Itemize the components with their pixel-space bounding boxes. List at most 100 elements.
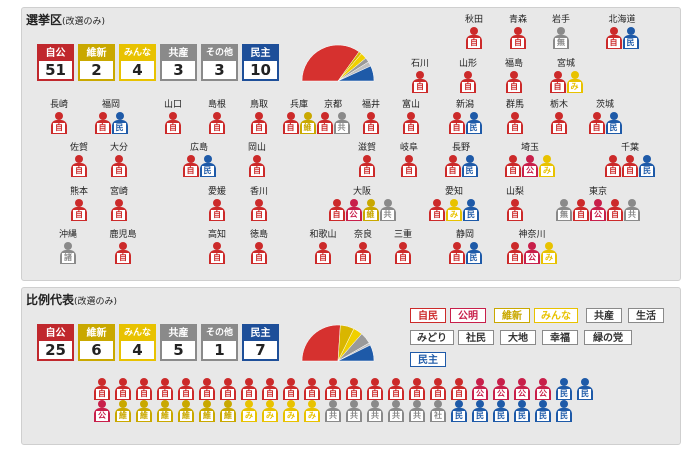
summary-value: 25 [45, 341, 66, 359]
pr-seats: 自自自自自自自自自自自自自自自自自自公公公公民民公維維維維維維みみみみ共共共共共… [22, 288, 680, 444]
seat-icon: 自 [551, 112, 567, 134]
prefecture-label: 山形 [458, 59, 477, 69]
seat-icon: 維 [178, 400, 194, 422]
prefecture-label: 佐賀 [69, 143, 88, 153]
prefecture-label: 島根 [207, 100, 226, 110]
seat-icon: 自 [209, 242, 225, 264]
prefecture-label: 福岡 [101, 100, 120, 110]
seat-icon: 自 [249, 155, 265, 177]
seat-icon: 自 [182, 155, 199, 177]
seat-icon: 維 [299, 112, 316, 134]
legend-item: 自民 [410, 308, 446, 323]
pr-seat-pie [301, 324, 375, 362]
legend-item: 大地 [500, 330, 536, 345]
seat-icon: 自 [549, 71, 566, 93]
seat-icon: 自 [209, 199, 225, 221]
prefecture-label: 鳥取 [249, 100, 268, 110]
seat-icon: 民 [493, 400, 509, 422]
prefecture-label: 岩手 [551, 15, 570, 25]
seat-icon: 維 [199, 400, 215, 422]
seat-icon: 自 [507, 242, 523, 264]
seat-icon: 公 [522, 155, 538, 177]
seat-icon: 自 [199, 378, 215, 400]
summary-value: 51 [45, 61, 66, 79]
seat-icon: 自 [94, 112, 111, 134]
seat-icon: 民 [472, 400, 488, 422]
seat-icon: 共 [346, 400, 362, 422]
prefecture-label: 長野 [451, 143, 470, 153]
seat-icon: 自 [367, 378, 383, 400]
summary-value: 7 [255, 341, 266, 359]
seat-icon: 自 [71, 155, 87, 177]
district-map: 秋田自青森自岩手無北海道自民石川自山形自福島自宮城自み長崎自福岡自民山口自島根自… [22, 8, 680, 280]
seat-icon: 自 [573, 199, 589, 221]
seat-icon: 共 [367, 400, 383, 422]
seat-icon: 自 [282, 112, 299, 134]
seat-icon: 公 [590, 199, 606, 221]
seat-icon: 民 [465, 242, 482, 264]
seat-icon: 維 [362, 199, 379, 221]
prefecture-label: 高知 [207, 230, 226, 240]
seat-icon: み [446, 199, 462, 221]
prefecture-label: 北海道 [608, 15, 636, 25]
summary-box: みんな 4 [119, 44, 156, 81]
seat-icon: 自 [283, 378, 299, 400]
seat-icon: 民 [465, 112, 482, 134]
summary-label: その他 [203, 326, 236, 341]
prefecture-label: 愛媛 [207, 187, 226, 197]
prefecture-label: 新潟 [455, 100, 474, 110]
seat-icon: 共 [409, 400, 425, 422]
prefecture-label: 兵庫 [289, 100, 308, 110]
seat-icon: 民 [535, 400, 551, 422]
prefecture-label: 鹿児島 [109, 230, 137, 240]
seat-icon: 自 [622, 155, 638, 177]
seat-icon: 自 [157, 378, 173, 400]
seat-icon: 民 [639, 155, 655, 177]
seat-icon: 自 [395, 242, 411, 264]
pr-title: 比例代表(改選のみ) [26, 293, 118, 307]
prefecture-label: 宮城 [556, 59, 575, 69]
seat-icon: 社 [430, 400, 446, 422]
seat-icon: 公 [524, 242, 540, 264]
seat-icon: 民 [605, 112, 622, 134]
legend-item: みどり [410, 330, 454, 345]
seat-icon: 公 [472, 378, 488, 400]
seat-icon: 自 [448, 242, 465, 264]
seat-icon: 自 [401, 155, 417, 177]
summary-label: 維新 [80, 326, 113, 341]
legend-item: 社民 [458, 330, 494, 345]
pie-slice [301, 44, 360, 82]
seat-icon: 民 [461, 155, 478, 177]
seat-icon: み [304, 400, 320, 422]
seat-icon: 自 [510, 27, 526, 49]
seat-icon: 自 [605, 155, 621, 177]
seat-icon: 公 [493, 378, 509, 400]
legend-item: 維新 [494, 308, 530, 323]
prefecture-label: 和歌山 [309, 230, 337, 240]
seat-icon: 自 [430, 378, 446, 400]
seat-icon: 共 [624, 199, 640, 221]
summary-box: 共産 5 [160, 324, 197, 361]
seat-icon: 自 [304, 378, 320, 400]
seat-icon: 自 [251, 112, 267, 134]
prefecture-label: 静岡 [455, 230, 474, 240]
seat-icon: み [566, 71, 583, 93]
seat-icon: み [541, 242, 557, 264]
seat-icon: 自 [315, 242, 331, 264]
seat-icon: 自 [588, 112, 605, 134]
district-panel: 選挙区(改選のみ) 自公 51 維新 2 みんな 4 共産 3 その他 3 民主 10 秋田自青森自岩… [21, 7, 681, 281]
summary-box: その他 1 [201, 324, 238, 361]
seat-icon: 自 [505, 155, 521, 177]
party-legend: 自民 公明 維新 みんな 共産 生活 みどり 社民 大地 幸福 緑の党 民主 [22, 288, 680, 368]
seat-icon: 自 [448, 112, 465, 134]
seat-icon: 自 [111, 199, 127, 221]
seat-icon: 維 [136, 400, 152, 422]
pie-slice [337, 65, 375, 82]
prefecture-label: 福島 [504, 59, 523, 69]
seat-icon: 自 [388, 378, 404, 400]
seat-icon: み [539, 155, 555, 177]
seat-icon: 自 [328, 199, 345, 221]
seat-icon: 自 [136, 378, 152, 400]
pie-slice [337, 344, 375, 362]
seat-icon: 自 [115, 242, 131, 264]
